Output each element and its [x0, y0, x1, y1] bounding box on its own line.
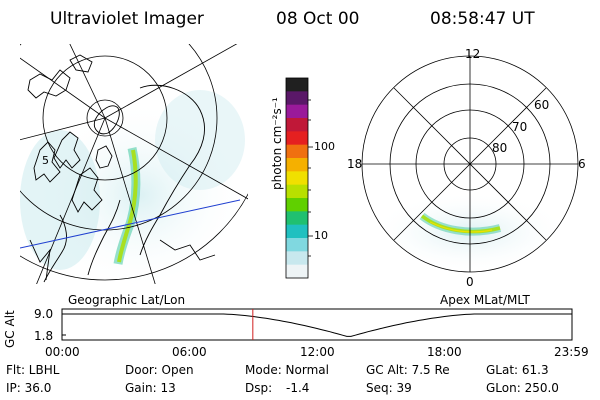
- colorbar-step: [286, 251, 308, 266]
- aurora-core: [117, 149, 138, 263]
- colorbar-step: [286, 211, 308, 226]
- instrument-title: Ultraviolet Imager: [50, 9, 204, 29]
- glon-info: GLon: 250.0: [486, 381, 559, 395]
- timeline-xtick: 00:00: [45, 345, 80, 359]
- mlat-label-60: 60: [534, 98, 550, 112]
- terminator-line: [20, 199, 241, 249]
- timeline-ylabel: GC Alt: [3, 310, 17, 348]
- mlt-label-18: 18: [347, 157, 363, 171]
- mlt-label-12: 12: [465, 47, 481, 61]
- mlt-label-0: 0: [466, 275, 474, 289]
- geo-panel-label: Geographic Lat/Lon: [68, 293, 186, 307]
- seq-info: Seq: 39: [366, 381, 412, 395]
- polar-panel-label: Apex MLat/MLT: [440, 293, 530, 307]
- colorbar-step: [286, 238, 308, 252]
- mlat-label-80: 80: [492, 141, 508, 155]
- colorbar-tick-10: 10: [314, 229, 328, 242]
- longitude-grid: [20, 44, 248, 284]
- timeline-xtick: 06:00: [172, 345, 207, 359]
- colorbar-tick-100: 100: [314, 140, 335, 153]
- polar-grid: [361, 55, 579, 273]
- colorbar-step: [286, 224, 308, 239]
- altitude-curve: [62, 313, 572, 337]
- timeline-ytick-9: 9.0: [34, 307, 54, 321]
- mode-info: Mode: Normal: [245, 363, 329, 377]
- dsp-value: -1.4: [286, 381, 310, 395]
- latitude-grid: [20, 44, 248, 281]
- timeline-xtick: 12:00: [300, 345, 335, 359]
- colorbar-step: [286, 171, 308, 186]
- timeline-frame: [61, 308, 573, 341]
- colorbar-step: [286, 144, 308, 159]
- time-label: 08:58:47 UT: [430, 9, 535, 29]
- coastlines: [27, 54, 216, 283]
- timeline-xtick: 18:00: [427, 345, 462, 359]
- colorbar-step: [286, 91, 308, 106]
- gc-alt-info: GC Alt: 7.5 Re: [366, 363, 450, 377]
- colorbar-step: [286, 78, 308, 92]
- ip-info: IP: 36.0: [6, 381, 52, 395]
- colorbar-scale: [286, 78, 308, 279]
- timeline-ytick-1-8: 1.8: [34, 329, 54, 343]
- timeline-xtick: 23:59: [554, 345, 589, 359]
- colorbar-step: [286, 104, 308, 119]
- colorbar-ticks: [308, 99, 313, 257]
- colorbar-step: [286, 118, 308, 132]
- colorbar-step: [286, 131, 308, 146]
- geo-map: [20, 44, 248, 284]
- mlt-label-6: 6: [578, 157, 586, 171]
- colorbar-step: [286, 198, 308, 212]
- door-info: Door: Open: [125, 363, 194, 377]
- colorbar-step: [286, 264, 308, 279]
- date-label: 08 Oct 00: [276, 9, 360, 29]
- colorbar-step: [286, 184, 308, 199]
- timeline-ticks: [62, 313, 66, 336]
- meridian-label: 5: [42, 154, 49, 167]
- colorbar-frame: [285, 77, 309, 279]
- mlat-label-70: 70: [512, 120, 528, 134]
- colorbar-step: [286, 158, 308, 172]
- haze-region: [155, 90, 245, 190]
- dsp-label: Dsp:: [245, 381, 273, 395]
- filter-info: Flt: LBHL: [6, 363, 60, 377]
- polar-aurora-peak: [429, 221, 493, 233]
- glat-info: GLat: 61.3: [486, 363, 549, 377]
- gain-info: Gain: 13: [125, 381, 176, 395]
